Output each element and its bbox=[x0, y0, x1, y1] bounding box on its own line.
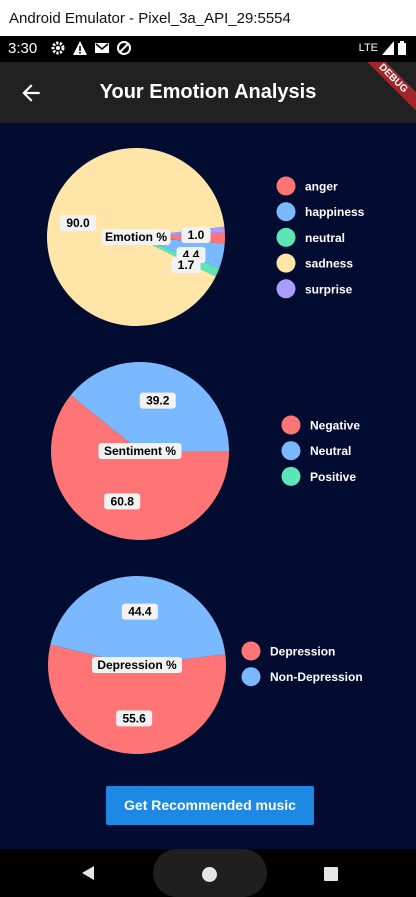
legend-label-sadness: sadness bbox=[305, 257, 353, 271]
pie-slice-depression bbox=[48, 644, 226, 754]
value-label-bg bbox=[60, 215, 96, 231]
warning-icon bbox=[73, 41, 87, 55]
legend-swatch-neutral bbox=[276, 227, 296, 247]
battery-icon bbox=[398, 41, 406, 55]
signal-icon bbox=[382, 41, 394, 55]
window-title: Android Emulator - Pixel_3a_API_29:5554 bbox=[0, 0, 416, 36]
chart-title-bg bbox=[92, 657, 182, 673]
legend-emotion: anger happiness neutral sadness surprise bbox=[276, 176, 365, 299]
legend-depression: Depression Non-Depression bbox=[241, 641, 363, 687]
legend-label-positive: Positive bbox=[310, 470, 356, 484]
value-label-bg bbox=[104, 493, 141, 510]
value-label-surprise: 1.0 bbox=[188, 228, 205, 242]
legend-label-surprise: surprise bbox=[305, 282, 353, 296]
legend-label-depression: Depression bbox=[270, 645, 335, 659]
pie-slice-non-depression bbox=[50, 576, 226, 665]
nav-recents-icon[interactable] bbox=[324, 867, 338, 881]
arrow-back-icon[interactable] bbox=[18, 80, 44, 106]
nav-back-icon[interactable] bbox=[80, 865, 96, 881]
block-icon bbox=[117, 41, 131, 55]
legend-swatch-positive bbox=[281, 466, 301, 486]
pie-chart-sentiment: 60.8 39.2 Sentiment % Negative Neutral Positi… bbox=[51, 362, 360, 540]
value-label-sadness: 90.0 bbox=[66, 216, 90, 230]
navigation-bar bbox=[0, 849, 416, 897]
legend-label-anger: anger bbox=[305, 180, 338, 194]
legend-swatch-anger bbox=[276, 176, 296, 196]
legend-swatch-negative bbox=[281, 415, 301, 435]
legend-label-neutral: neutral bbox=[305, 231, 345, 245]
chart-title: Depression % bbox=[97, 658, 177, 672]
legend-swatch-surprise bbox=[276, 279, 296, 299]
chart-title: Sentiment % bbox=[104, 444, 176, 458]
value-label-non-depression: 44.4 bbox=[128, 605, 152, 619]
legend-sentiment: Negative Neutral Positive bbox=[281, 415, 360, 486]
legend-swatch-happiness bbox=[276, 202, 296, 222]
value-label-bg bbox=[139, 392, 176, 409]
page-title: Your Emotion Analysis bbox=[99, 81, 317, 103]
legend-label-non-depression: Non-Depression bbox=[270, 670, 363, 684]
analysis-content: 4.4 1.7 90.0 1.0 Emotion % anger happiness neut… bbox=[0, 123, 416, 849]
value-label-neutral: 1.7 bbox=[178, 258, 195, 272]
value-label-neutral: 39.2 bbox=[146, 394, 170, 408]
value-label-bg bbox=[116, 710, 153, 727]
pie-chart-depression: 55.6 44.4 Depression % Depression Non-Depres… bbox=[48, 576, 363, 754]
app-bar: Your Emotion Analysis bbox=[0, 62, 416, 123]
nav-home-icon[interactable] bbox=[202, 867, 217, 882]
network-type: LTE bbox=[358, 42, 378, 54]
value-label-bg bbox=[171, 257, 201, 273]
status-bar: 3:30 LTE bbox=[0, 36, 416, 62]
get-recommended-music-button[interactable]: Get Recommended music bbox=[106, 786, 314, 825]
value-label-bg bbox=[121, 603, 158, 620]
value-label-negative: 60.8 bbox=[111, 494, 135, 508]
legend-swatch-sadness bbox=[276, 253, 296, 273]
gmail-icon bbox=[95, 43, 109, 53]
value-label-depression: 55.6 bbox=[122, 711, 146, 725]
legend-swatch-depression bbox=[241, 641, 261, 661]
legend-label-happiness: happiness bbox=[305, 205, 365, 219]
value-label-bg bbox=[181, 227, 211, 243]
legend-label-negative: Negative bbox=[310, 419, 360, 433]
chart-title-bg bbox=[98, 443, 182, 459]
legend-swatch-non-depression bbox=[241, 667, 261, 687]
chart-title-bg bbox=[101, 229, 171, 245]
legend-swatch-neutral bbox=[281, 441, 301, 461]
chart-title: Emotion % bbox=[105, 230, 167, 244]
settings-icon bbox=[51, 41, 65, 55]
pie-slice-negative bbox=[51, 395, 230, 540]
legend-label-neutral: Neutral bbox=[310, 444, 351, 458]
status-time: 3:30 bbox=[8, 40, 38, 57]
